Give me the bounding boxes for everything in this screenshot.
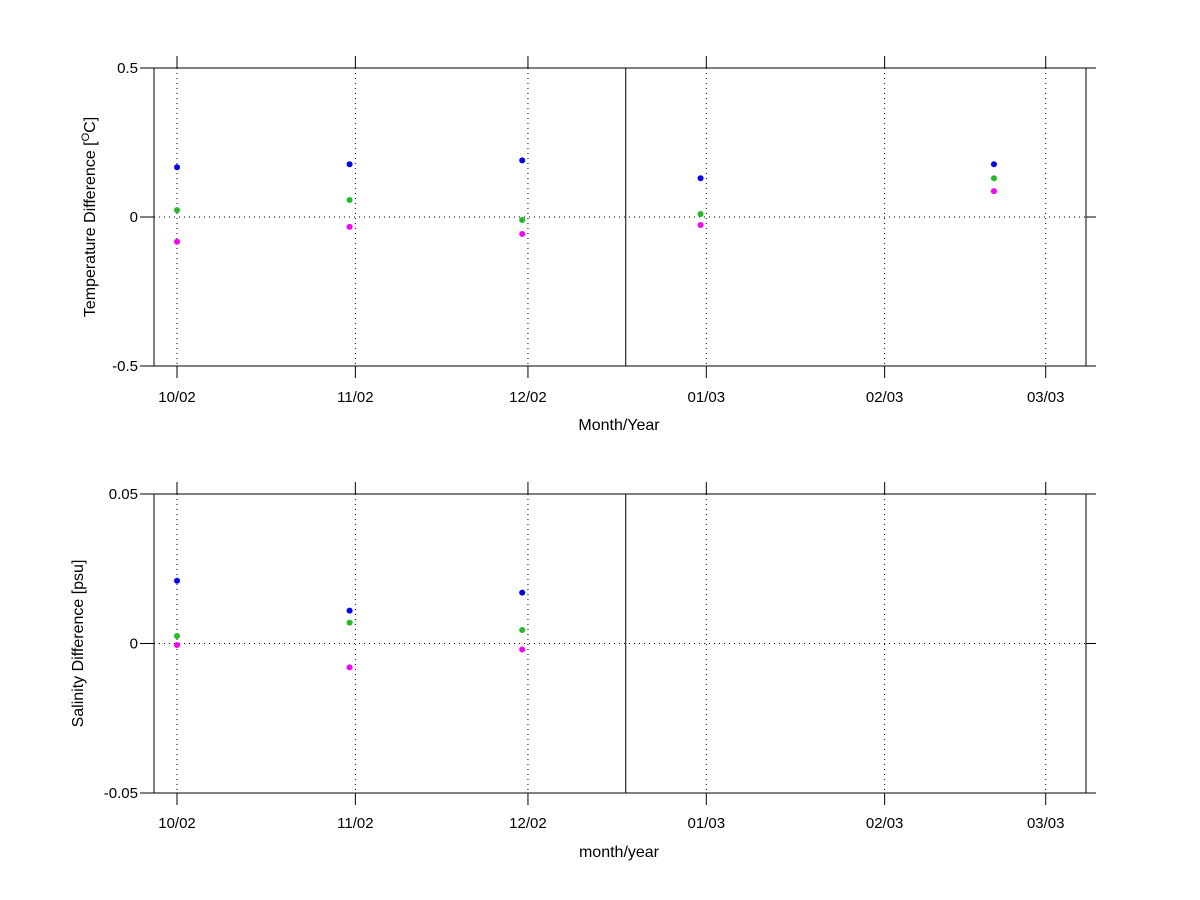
data-point: [990, 175, 997, 182]
y-tick-label: 0: [130, 209, 138, 226]
data-point: [697, 222, 704, 229]
x-tick-label: 12/02: [509, 815, 547, 832]
x-tick-label: 02/03: [866, 389, 904, 406]
data-point: [346, 607, 353, 614]
y-tick-label: -0.05: [104, 785, 138, 802]
x-tick-label: 03/03: [1027, 815, 1065, 832]
y-tick-label: 0.5: [117, 60, 138, 77]
x-tick-label: 01/03: [688, 815, 726, 832]
data-point: [174, 633, 181, 640]
data-point: [174, 641, 181, 648]
data-point: [174, 207, 181, 214]
data-point: [990, 188, 997, 195]
x-tick-label: 11/02: [337, 389, 373, 406]
data-point: [990, 161, 997, 168]
x-tick-label: 12/02: [509, 389, 547, 406]
data-point: [697, 175, 704, 182]
data-point: [174, 577, 181, 584]
data-point: [519, 646, 526, 653]
x-tick-label: 10/02: [158, 815, 196, 832]
x-tick-label: 01/03: [688, 389, 726, 406]
data-point: [174, 164, 181, 171]
y-axis-label: Salinity Difference [psu]: [70, 560, 87, 728]
x-tick-label: 10/02: [158, 389, 196, 406]
data-point: [346, 664, 353, 671]
data-point: [519, 157, 526, 164]
data-point: [519, 230, 526, 237]
temperature-panel: -0.5 0 0.5 10/02 11/02 12/02 01/03 02/03 03/03 Mo…: [80, 56, 1096, 434]
salinity-panel: -0.05 0 0.05 10/02 11/02 12/02 01/03 02/03 03/03…: [70, 482, 1096, 861]
y-tick-label: -0.5: [112, 358, 138, 375]
x-tick-label: 02/03: [866, 815, 904, 832]
data-point: [346, 619, 353, 626]
x-tick-label: 11/02: [337, 815, 373, 832]
data-point: [697, 211, 704, 218]
data-point: [346, 197, 353, 204]
data-point: [346, 223, 353, 230]
y-tick-label: 0.05: [109, 486, 138, 503]
x-tick-label: 03/03: [1027, 389, 1065, 406]
data-point: [519, 216, 526, 223]
x-axis-label: month/year: [579, 844, 660, 861]
y-tick-label: 0: [130, 636, 138, 653]
y-axis-label: Temperature Difference [OC]: [80, 117, 99, 317]
data-point: [519, 589, 526, 596]
data-point: [346, 161, 353, 168]
data-point: [519, 627, 526, 634]
data-point: [174, 238, 181, 245]
x-axis-label: Month/Year: [578, 417, 660, 434]
